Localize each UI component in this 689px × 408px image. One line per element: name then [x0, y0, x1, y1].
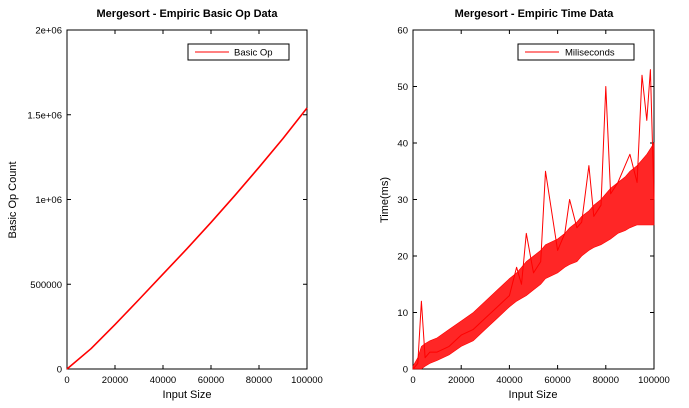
legend: Basic Op: [187, 43, 290, 61]
y-axis-label: Time(ms): [379, 177, 391, 223]
series-line: [412, 69, 655, 370]
x-tick-label: 100000: [638, 375, 670, 386]
x-tick-label: 80000: [246, 375, 272, 386]
legend-box: [187, 43, 290, 61]
series-layer: [66, 107, 308, 370]
y-tick-label: 20: [397, 252, 408, 263]
y-ticks: 0 500000 1e+06 1.5e+06 2e+06: [27, 26, 307, 376]
chart-title: Mergesort - Empiric Basic Op Data: [97, 8, 279, 20]
x-tick-label: 40000: [496, 375, 522, 386]
chart-time: Mergesort - Empiric Time Data 0 20000 4000…: [379, 8, 670, 401]
y-tick-label: 1.5e+06: [27, 110, 62, 121]
x-ticks: 0 20000 40000 60000 80000 100000: [64, 30, 323, 386]
x-tick-label: 60000: [544, 375, 570, 386]
y-tick-label: 50: [397, 82, 408, 93]
x-tick-label: 20000: [448, 375, 474, 386]
legend: Miliseconds: [517, 43, 635, 61]
y-ticks: 0 10 20 30 40 50 60: [397, 26, 654, 376]
y-tick-label: 0: [403, 365, 408, 376]
x-tick-label: 80000: [593, 375, 619, 386]
series-layer: [412, 69, 655, 370]
x-tick-label: 0: [410, 375, 415, 386]
x-tick-label: 20000: [102, 375, 128, 386]
y-tick-label: 40: [397, 139, 408, 150]
x-tick-label: 40000: [150, 375, 176, 386]
y-tick-label: 0: [57, 365, 62, 376]
x-tick-label: 100000: [291, 375, 323, 386]
chart-title: Mergesort - Empiric Time Data: [455, 8, 615, 20]
series-line: [66, 107, 308, 370]
legend-label: Miliseconds: [565, 48, 615, 59]
y-tick-label: 2e+06: [35, 26, 62, 37]
y-tick-label: 30: [397, 195, 408, 206]
y-tick-label: 1e+06: [35, 195, 62, 206]
x-axis-label: Input Size: [509, 389, 558, 401]
series-band: [412, 141, 655, 370]
x-tick-label: 0: [64, 375, 69, 386]
legend-label: Basic Op: [234, 48, 273, 59]
y-tick-label: 10: [397, 308, 408, 319]
legend-box: [517, 43, 635, 61]
y-tick-label: 60: [397, 26, 408, 37]
y-axis-label: Basic Op Count: [7, 161, 19, 238]
x-axis-label: Input Size: [163, 389, 212, 401]
y-tick-label: 500000: [30, 280, 62, 291]
x-tick-label: 60000: [198, 375, 224, 386]
chart-basic-op: Mergesort - Empiric Basic Op Data 0 20000…: [7, 8, 323, 401]
